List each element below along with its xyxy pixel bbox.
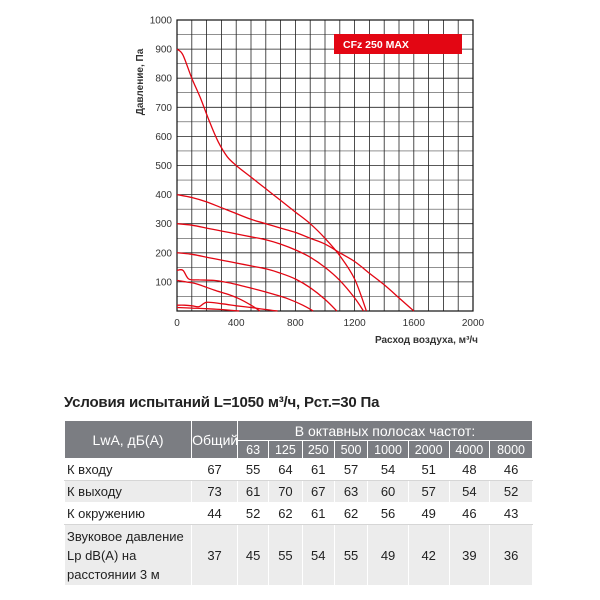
row-total: 73 [191,480,238,503]
table-cell: 54 [448,480,491,503]
test-conditions-title: Условия испытаний L=1050 м³/ч, Рст.=30 П… [64,394,380,411]
y-tick-label: 100 [155,277,172,288]
table-cell: 63 [333,480,369,503]
table-cell: 54 [367,458,409,481]
x-axis-label: Расход воздуха, м³/ч [375,335,478,346]
performance-curve-4 [176,252,338,312]
y-tick-label: 500 [155,161,172,172]
header-total: Общий [191,420,238,459]
table-cell: 57 [407,480,450,503]
table-cell: 43 [489,502,533,525]
table-cell: 62 [268,502,303,525]
table-cell: 62 [333,502,369,525]
band-header: 1000 [367,440,409,459]
performance-curve-6 [176,279,261,312]
table-cell: 56 [367,502,409,525]
x-tick-label: 0 [174,318,180,329]
x-tick-label: 2000 [462,318,485,329]
performance-curve-5 [176,268,314,312]
performance-curve-7 [176,301,278,312]
x-tick-label: 400 [228,318,245,329]
table-cell: 46 [489,458,533,481]
y-tick-label: 300 [155,219,172,230]
table-row: Звуковое давление Lp dB(A) на расстоянии… [63,524,533,586]
row-total: 67 [191,458,238,481]
band-header: 4000 [448,440,491,459]
x-tick-label: 800 [287,318,304,329]
table-cell: 48 [448,458,491,481]
header-octave-bands: В октавных полосах частот: [236,420,534,441]
table-row: К выходу 73 61 70 67 63 60 57 54 52 [63,480,533,503]
header-lwa: LwA, дБ(А) [63,420,193,459]
x-tick-label: 1600 [403,318,426,329]
table-cell: 39 [448,524,491,586]
table-row: К окружению 44 52 62 61 62 56 49 46 43 [63,502,533,525]
y-tick-label: 200 [155,248,172,259]
row-label: К окружению [63,502,193,525]
row-label: К выходу [63,480,193,503]
y-tick-label: 600 [155,132,172,143]
x-tick-labels: 0 400 800 1200 1600 2000 [174,318,484,329]
table-cell: 52 [236,502,270,525]
table-cell: 61 [301,502,335,525]
row-label: К входу [63,458,193,481]
table-cell: 51 [407,458,450,481]
table-cell: 61 [236,480,270,503]
table-cell: 55 [333,524,369,586]
table-cell: 46 [448,502,491,525]
sound-level-table: LwA, дБ(А) Общий В октавных полосах част… [63,420,534,586]
table-cell: 64 [268,458,303,481]
row-label: Звуковое давление Lp dB(A) на расстоянии… [63,524,193,586]
table-cell: 60 [367,480,409,503]
band-header: 8000 [489,440,533,459]
y-axis-label: Давление, Па [135,48,146,115]
table-cell: 36 [489,524,533,586]
y-tick-label: 900 [155,45,172,56]
performance-curve-3 [176,223,365,312]
table-cell: 70 [268,480,303,503]
row-total: 37 [191,524,238,586]
table-cell: 45 [236,524,270,586]
table-cell: 49 [367,524,409,586]
chart-grid [176,19,474,312]
table-cell: 55 [268,524,303,586]
model-tag: CFz 250 MAX [334,34,462,54]
table-cell: 49 [407,502,450,525]
plot-frame [176,19,474,312]
table-cell: 52 [489,480,533,503]
performance-curve-2 [176,193,415,312]
table-cell: 61 [301,458,335,481]
x-tick-label: 1200 [343,318,366,329]
table-row: К входу 67 55 64 61 57 54 51 48 46 [63,458,533,481]
table-cell: 55 [236,458,270,481]
y-tick-label: 800 [155,74,172,85]
y-tick-labels: 100 200 300 400 500 600 700 800 900 1000 [150,16,173,289]
table-cell: 67 [301,480,335,503]
performance-curve-1 [176,48,368,312]
performance-curve-8 [176,306,240,312]
y-tick-label: 1000 [150,16,173,27]
row-total: 44 [191,502,238,525]
band-header: 125 [268,440,303,459]
table-cell: 54 [301,524,335,586]
band-header: 500 [333,440,369,459]
chart-curves [176,48,415,312]
band-header: 63 [236,440,270,459]
table-cell: 57 [333,458,369,481]
band-header: 2000 [407,440,450,459]
y-tick-label: 400 [155,190,172,201]
table-cell: 42 [407,524,450,586]
y-tick-label: 700 [155,103,172,114]
model-tag-label: CFz 250 MAX [343,39,409,51]
band-header: 250 [301,440,335,459]
